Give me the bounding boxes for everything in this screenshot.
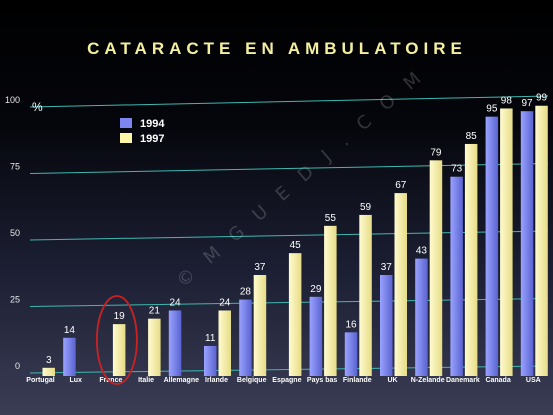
category-labels: Portugal Lux France Italie Allemagne Irlande B…: [26, 377, 540, 384]
category-label: Belgique: [237, 377, 267, 384]
bar-1997-france: [112, 324, 126, 376]
y-tick-label: 75: [10, 162, 20, 172]
data-label: 97: [521, 98, 533, 109]
bar-1994-lux: [63, 337, 76, 376]
highlight-ellipse: [96, 295, 138, 385]
bar-1994-pays-bas: [309, 296, 323, 376]
legend-swatch-1994: [120, 118, 132, 128]
legend-label-1997: 1997: [140, 133, 164, 145]
y-unit-label: %: [32, 100, 43, 114]
bar-1997-portugal: [42, 367, 55, 376]
y-tick-label: 100: [5, 95, 20, 105]
data-label: 79: [430, 147, 442, 158]
category-label: France: [99, 377, 122, 384]
legend-swatch-1997: [120, 133, 132, 143]
data-label: 29: [310, 284, 322, 295]
data-label: 59: [360, 202, 372, 213]
category-label: Portugal: [26, 377, 54, 384]
y-tick-label: 25: [10, 295, 20, 305]
bar-1994-uk: [380, 274, 393, 376]
data-label: 45: [290, 240, 302, 251]
bar-1997-finlande: [359, 214, 372, 376]
legend-label-1994: 1994: [140, 118, 165, 130]
bar-1994-danemark: [450, 176, 463, 376]
category-label: Pays bas: [307, 377, 337, 384]
category-label: Espagne: [272, 377, 301, 384]
bar-1994-canada: [485, 116, 499, 377]
bar-1997-uk: [394, 193, 407, 376]
gridline: [29, 95, 549, 108]
category-label: Italie: [138, 377, 154, 384]
category-label: Finlande: [343, 377, 372, 384]
legend: 1994 1997: [120, 118, 165, 145]
bar-1997-pays-bas: [324, 225, 337, 376]
data-label: 99: [536, 93, 548, 104]
category-label: USA: [526, 377, 541, 384]
data-label: 85: [466, 131, 478, 142]
bar-1997-usa: [535, 105, 548, 376]
bar-1997-irlande: [218, 310, 231, 376]
chart-title: CATARACTE EN AMBULATOIRE: [87, 39, 467, 58]
data-label: 11: [205, 333, 216, 344]
bars: [42, 105, 548, 377]
data-label: 24: [169, 297, 181, 308]
data-label: 37: [381, 262, 393, 273]
data-label: 14: [64, 325, 76, 336]
category-label: Danemark: [446, 377, 480, 384]
bar-1994-usa: [520, 111, 534, 376]
bar-1997-italie: [148, 318, 161, 376]
data-label: 28: [240, 287, 252, 298]
data-label: 3: [46, 355, 52, 366]
y-tick-label: 0: [15, 361, 20, 371]
bar-1994-finlande: [344, 332, 358, 376]
bar-1997-canada: [500, 108, 513, 377]
category-label: Irlande: [205, 377, 228, 384]
data-label: 67: [395, 180, 407, 191]
data-label: 19: [114, 311, 126, 322]
data-label: 73: [451, 164, 463, 175]
bar-1994-irlande: [204, 345, 217, 376]
data-label: 95: [486, 104, 498, 115]
category-label: Lux: [69, 377, 82, 384]
data-label: 98: [501, 95, 513, 106]
bar-1994-n-zelande: [415, 258, 428, 376]
bar-1997-belgique: [253, 274, 267, 376]
category-label: Allemagne: [164, 377, 200, 384]
category-label: Canada: [485, 377, 510, 384]
bar-1997-danemark: [464, 143, 478, 376]
data-label: 55: [325, 213, 337, 224]
bar-1994-allemagne: [168, 310, 182, 376]
category-label: UK: [387, 377, 397, 384]
data-label: 21: [149, 306, 161, 317]
data-label: 43: [416, 246, 428, 257]
data-label: 37: [254, 262, 266, 273]
y-tick-label: 50: [10, 228, 20, 238]
bar-1994-belgique: [239, 299, 252, 376]
bar-1997-n-zelande: [429, 160, 443, 376]
data-label: 16: [345, 319, 357, 330]
gridline: [29, 163, 549, 174]
data-label: 24: [219, 297, 231, 308]
category-label: N-Zelande: [411, 377, 445, 384]
bar-1997-espagne: [288, 253, 302, 376]
data-labels: 3 14 19 21 24 11 24 28 37 45 29 55 16 59 37 67 43 79 73 85 9…: [46, 93, 548, 366]
